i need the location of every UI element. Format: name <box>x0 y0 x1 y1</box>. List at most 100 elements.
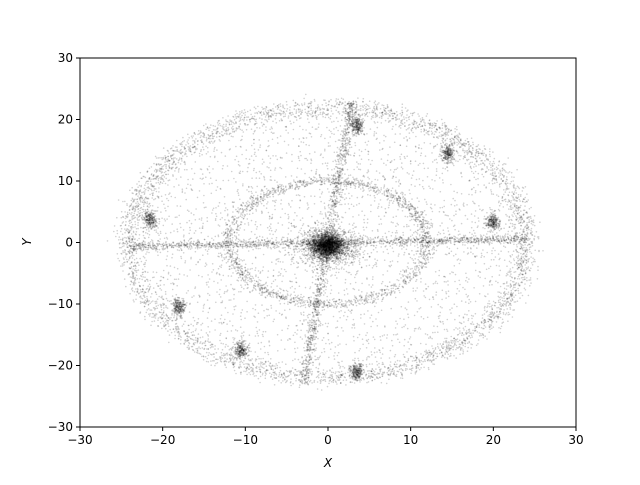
scatter-point <box>398 285 401 288</box>
scatter-point <box>453 143 455 145</box>
scatter-point <box>133 284 136 286</box>
scatter-point <box>316 181 318 183</box>
scatter-point <box>495 321 498 323</box>
scatter-point <box>497 195 500 198</box>
scatter-point <box>329 118 332 120</box>
scatter-point <box>364 302 367 305</box>
scatter-point <box>516 205 518 207</box>
scatter-point <box>387 112 389 115</box>
scatter-point <box>519 228 522 230</box>
scatter-point <box>143 301 146 304</box>
scatter-point <box>499 316 502 319</box>
scatter-point <box>198 346 200 348</box>
scatter-point <box>205 128 207 131</box>
scatter-point <box>165 319 168 322</box>
scatter-point <box>246 213 248 215</box>
scatter-point <box>395 123 397 126</box>
scatter-point <box>337 302 339 305</box>
scatter-point <box>197 130 200 132</box>
scatter-point <box>172 328 175 330</box>
scatter-point <box>468 141 470 143</box>
scatter-point <box>376 377 379 379</box>
scatter-point <box>367 108 369 110</box>
scatter-point <box>445 134 448 136</box>
scatter-point <box>350 299 353 302</box>
scatter-point <box>514 204 516 206</box>
scatter-point <box>173 153 175 155</box>
scatter-point <box>243 119 245 122</box>
scatter-point <box>341 111 344 113</box>
scatter-point <box>365 108 368 111</box>
scatter-point <box>495 178 498 181</box>
scatter-point <box>513 281 515 283</box>
scatter-point <box>491 168 494 170</box>
scatter-point <box>122 251 124 254</box>
scatter-point <box>143 293 145 295</box>
scatter-point <box>126 204 128 207</box>
scatter-point <box>155 293 158 296</box>
scatter-point <box>241 118 244 121</box>
scatter-point <box>263 113 265 115</box>
scatter-point <box>376 103 379 105</box>
scatter-point <box>376 108 379 111</box>
scatter-point <box>176 166 178 168</box>
scatter-point <box>129 283 132 286</box>
scatter-point <box>523 219 525 222</box>
scatter-point <box>471 152 473 155</box>
scatter-point <box>154 308 156 311</box>
scatter-point <box>491 165 494 167</box>
scatter-point <box>401 377 404 380</box>
scatter-point <box>120 224 122 227</box>
scatter-point <box>124 200 126 203</box>
scatter-point <box>381 300 383 303</box>
scatter-point <box>185 153 187 155</box>
scatter-point <box>239 365 241 367</box>
scatter-point <box>371 109 374 112</box>
scatter-point <box>264 371 266 373</box>
scatter-point <box>181 155 184 157</box>
scatter-point <box>361 113 364 115</box>
scatter-point <box>523 278 526 281</box>
scatter-point <box>336 106 339 109</box>
scatter-point <box>525 267 527 269</box>
scatter-point <box>386 288 388 291</box>
scatter-point <box>518 198 521 201</box>
scatter-point <box>304 108 306 111</box>
scatter-point <box>152 307 155 309</box>
scatter-point <box>226 237 228 239</box>
scatter-point <box>314 107 317 109</box>
scatter-point <box>511 297 513 300</box>
scatter-point <box>517 282 520 285</box>
scatter-point <box>187 146 189 148</box>
scatter-point <box>477 151 479 153</box>
scatter-point <box>131 235 134 238</box>
scatter-point <box>194 329 197 332</box>
scatter-point <box>219 140 221 142</box>
scatter-point <box>155 157 158 159</box>
scatter-point <box>525 227 528 229</box>
scatter-point <box>514 189 517 191</box>
scatter-point <box>527 258 529 261</box>
scatter-point <box>193 132 196 134</box>
scatter-point <box>448 131 450 133</box>
scatter-point <box>260 365 262 368</box>
scatter-point <box>135 190 138 192</box>
scatter-point <box>161 327 163 330</box>
scatter-point <box>316 381 319 383</box>
scatter-point <box>455 348 457 351</box>
scatter-point <box>192 349 195 352</box>
scatter-point <box>151 184 154 187</box>
scatter-point <box>310 107 312 110</box>
scatter-point <box>458 346 460 349</box>
scatter-point <box>240 212 242 214</box>
scatter-point <box>420 121 422 123</box>
scatter-point <box>301 104 304 107</box>
scatter-point <box>488 331 491 334</box>
scatter-point <box>231 267 233 270</box>
scatter-point <box>223 352 225 355</box>
scatter-point <box>202 132 204 134</box>
scatter-point <box>250 281 253 283</box>
scatter-point <box>399 200 402 202</box>
scatter-point <box>241 356 244 358</box>
scatter-point <box>309 304 312 307</box>
